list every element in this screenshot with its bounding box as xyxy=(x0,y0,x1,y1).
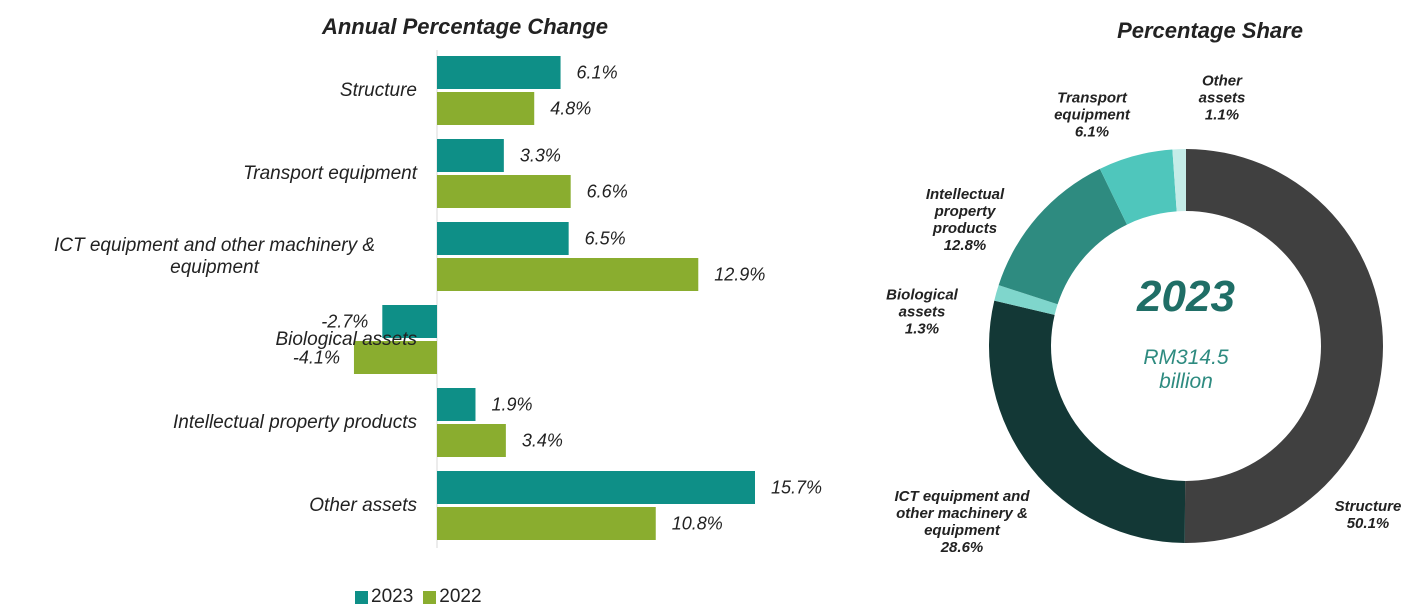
donut-slice xyxy=(994,285,1058,315)
legend-label: 2022 xyxy=(439,586,482,607)
category-label: Transport equipment xyxy=(1054,89,1130,124)
value-label: 1.9% xyxy=(491,394,533,415)
value-label: -2.7% xyxy=(321,311,369,332)
donut-slice xyxy=(1172,149,1186,212)
category-label: Structure xyxy=(1334,498,1402,515)
bar xyxy=(437,388,476,421)
value-label: 3.4% xyxy=(521,430,563,451)
value-label: 12.8% xyxy=(943,237,987,254)
category-label: Intellectual property products xyxy=(173,412,417,433)
category-label: Other assets xyxy=(1198,72,1246,107)
chart-title: Annual Percentage Change xyxy=(321,14,609,39)
category-label: Other assets xyxy=(309,495,417,516)
value-label: 3.3% xyxy=(519,145,561,166)
legend-swatch xyxy=(355,590,368,604)
category-label: ICT equipment and other machinery & equi… xyxy=(894,488,1030,539)
legend-swatch xyxy=(423,590,437,604)
value-label: 6.6% xyxy=(586,181,628,202)
value-label: 6.1% xyxy=(1074,123,1110,141)
legend-label: 2023 xyxy=(371,586,414,607)
bar xyxy=(437,424,506,457)
data-label: Biological assets 1.3% xyxy=(872,287,972,338)
data-label: Structure 50.1% xyxy=(1313,498,1407,532)
donut-slice xyxy=(1099,149,1177,225)
bar xyxy=(353,341,437,374)
legend: 2023 2022 xyxy=(345,586,482,608)
value-label: 12.9% xyxy=(714,264,766,285)
bar xyxy=(437,258,699,291)
bar xyxy=(437,507,656,540)
chart-title: Percentage Share xyxy=(1117,18,1303,43)
bar xyxy=(437,471,755,504)
category-label: Biological assets xyxy=(275,329,417,350)
data-label: Intellectual property products 12.8% xyxy=(910,186,1020,254)
bar xyxy=(437,92,535,125)
bar xyxy=(437,175,571,208)
bar xyxy=(382,305,437,338)
category-label: Transport equipment xyxy=(243,163,417,184)
data-label: Transport equipment 6.1% xyxy=(1042,90,1142,141)
bar xyxy=(437,139,504,172)
value-label: 4.8% xyxy=(550,98,592,119)
data-label: ICT equipment and other machinery & equi… xyxy=(875,488,1050,556)
value-label: 10.8% xyxy=(671,513,723,534)
donut-slice xyxy=(989,300,1186,543)
value-label: 1.1% xyxy=(1204,106,1240,124)
bar xyxy=(437,56,561,89)
value-label: 15.7% xyxy=(771,477,823,498)
donut-slice xyxy=(998,168,1127,305)
center-text: RM314.5 billion xyxy=(1143,346,1229,393)
category-label: Intellectual property products xyxy=(925,186,1005,237)
value-label: 1.3% xyxy=(904,320,940,338)
donut-slice xyxy=(1184,149,1384,543)
value-label: -4.1% xyxy=(292,347,340,368)
category-label: Biological assets xyxy=(886,286,958,321)
center-title: 2023 xyxy=(1137,272,1235,321)
data-label: Other assets 1.1% xyxy=(1187,73,1257,124)
category-label: ICT equipment and other machinery & equi… xyxy=(53,235,376,278)
value-label: 50.1% xyxy=(1346,515,1390,532)
category-label: Structure xyxy=(339,80,417,101)
value-label: 6.1% xyxy=(576,62,618,83)
bar xyxy=(437,222,569,255)
value-label: 28.6% xyxy=(940,539,984,556)
value-label: 6.5% xyxy=(584,228,626,249)
